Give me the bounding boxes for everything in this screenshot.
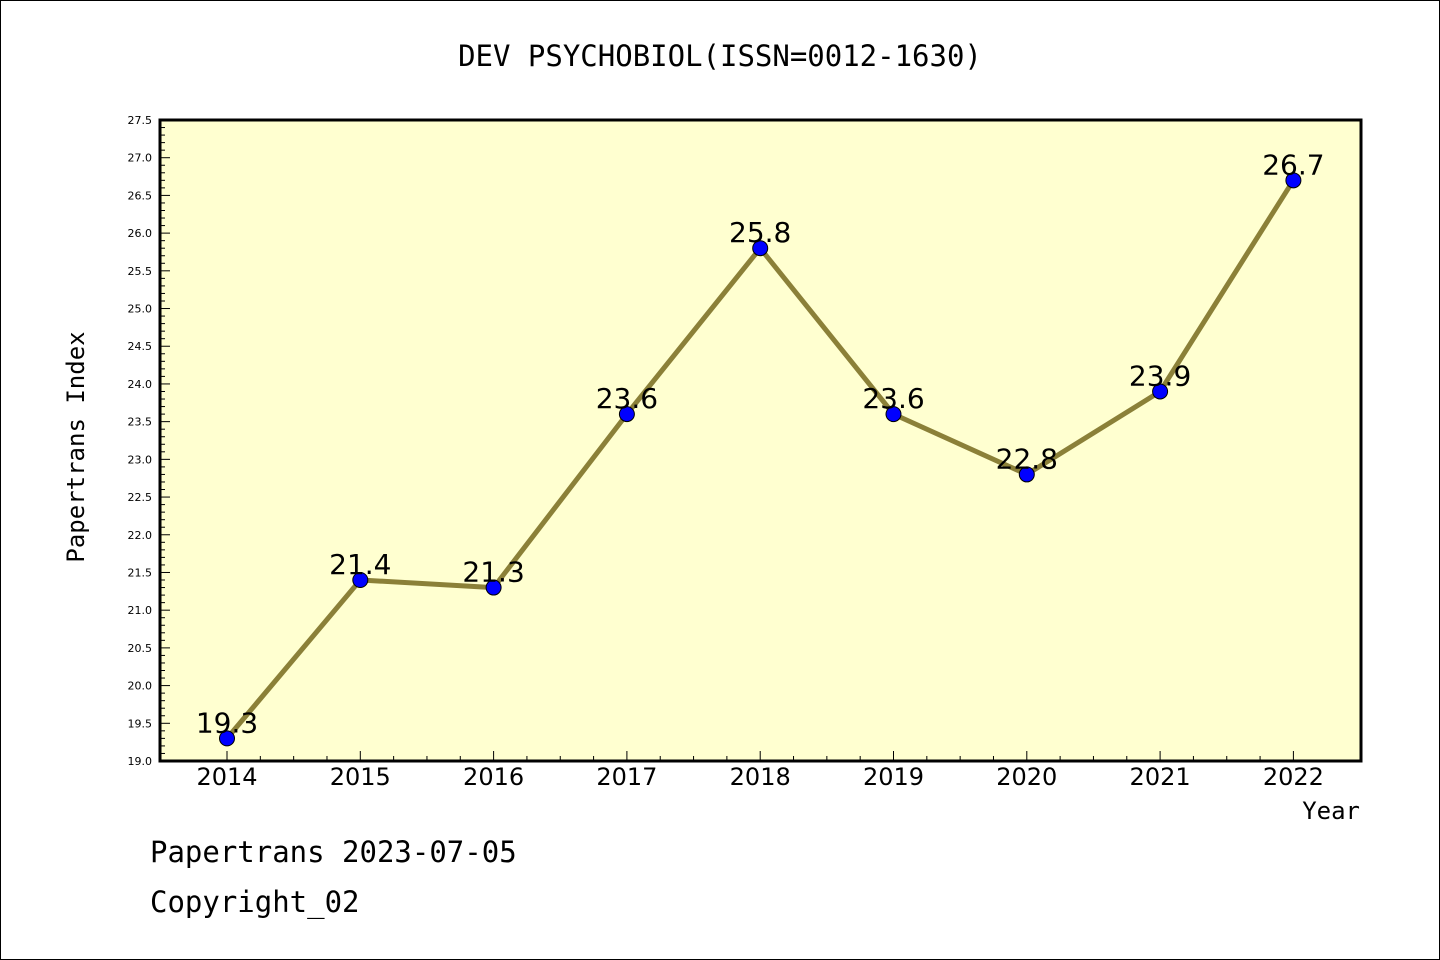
y-tick-label: 23.5	[128, 416, 153, 429]
x-tick-label: 2019	[863, 763, 924, 791]
y-tick-label: 21.5	[128, 566, 153, 579]
y-tick-label: 27.5	[128, 114, 153, 127]
x-tick-label: 2018	[730, 763, 791, 791]
y-tick-label: 19.5	[128, 717, 153, 730]
y-tick-label: 26.0	[128, 227, 153, 240]
x-tick-label: 2017	[596, 763, 657, 791]
y-tick-label: 19.0	[128, 755, 153, 768]
y-axis-label: Papertrans Index	[62, 331, 90, 562]
y-tick-label: 26.5	[128, 189, 153, 202]
plot-area	[160, 120, 1361, 761]
x-tick-label: 2021	[1130, 763, 1191, 791]
data-label: 23.6	[862, 382, 924, 415]
data-point	[352, 572, 369, 589]
x-axis-label: Year	[1302, 797, 1360, 825]
data-point	[219, 730, 235, 747]
data-point	[1018, 466, 1035, 483]
data-point	[885, 406, 902, 423]
data-point	[485, 579, 502, 596]
y-tick-label: 25.5	[128, 265, 153, 278]
y-tick-label: 20.0	[128, 680, 153, 693]
data-label: 26.7	[1262, 148, 1324, 181]
x-tick-label: 2014	[196, 763, 257, 791]
data-label: 22.8	[996, 442, 1058, 475]
y-tick-label: 24.5	[128, 340, 153, 353]
data-label: 23.9	[1129, 359, 1191, 392]
x-tick-label: 2022	[1263, 763, 1324, 791]
y-axis: 19.0 19.5 20.0 20.5 21.0 21.5 22.0 22.5 23.0 23.5…	[128, 114, 170, 768]
data-point	[752, 240, 769, 257]
data-label: 21.4	[329, 548, 391, 581]
data-point	[1152, 383, 1169, 400]
x-tick-label: 2020	[996, 763, 1057, 791]
y-tick-label: 24.0	[128, 378, 153, 391]
footer-copyright: Copyright_02	[150, 885, 360, 919]
y-tick-label: 22.5	[128, 491, 153, 504]
data-label: 23.6	[596, 382, 658, 415]
y-tick-label: 27.0	[128, 152, 153, 165]
plot-border	[158, 118, 1363, 763]
x-tick-label: 2016	[463, 763, 524, 791]
y-tick-label: 23.0	[128, 453, 153, 466]
data-label: 25.8	[729, 216, 791, 249]
data-label: 19.3	[196, 706, 258, 739]
data-point	[618, 406, 635, 423]
y-tick-label: 21.0	[128, 604, 153, 617]
data-label: 21.3	[462, 556, 524, 589]
data-point	[1285, 172, 1302, 189]
y-tick-label: 22.0	[128, 529, 153, 542]
x-tick-label: 2015	[330, 763, 391, 791]
chart-title: DEV PSYCHOBIOL(ISSN=0012-1630)	[458, 39, 982, 73]
y-tick-label: 25.0	[128, 303, 153, 316]
x-axis: 2014 2015 2016 2017 2018 2019 2020 2021 2022	[196, 751, 1324, 791]
series-layer: 19.3 21.4 21.3 23.6 25.8 23.6 22.8 23.9 26.7	[196, 148, 1325, 747]
footer-date: Papertrans 2023-07-05	[150, 835, 517, 869]
y-tick-label: 20.5	[128, 642, 153, 655]
